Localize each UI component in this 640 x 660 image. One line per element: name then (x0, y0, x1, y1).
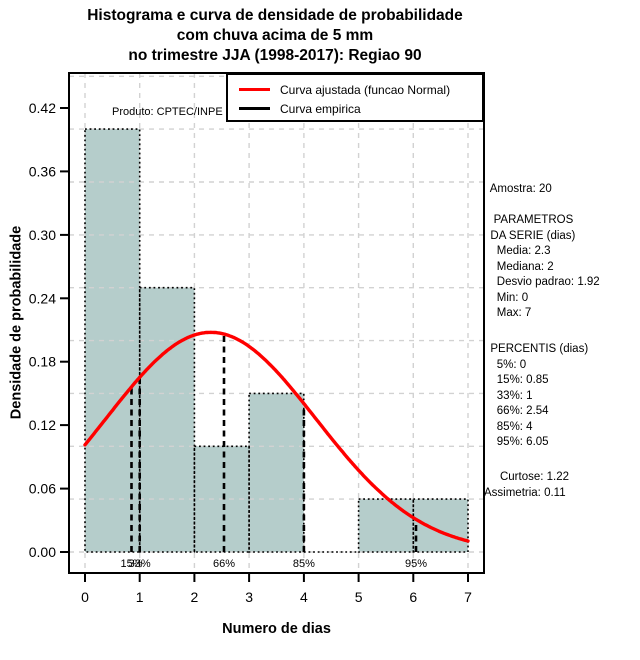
percentile-label: 95% (405, 558, 427, 570)
legend-label-fitted: Curva ajustada (funcao Normal) (280, 82, 451, 97)
legend-label-empirical: Curva empirica (280, 101, 361, 116)
y-tick-label: 0.18 (29, 354, 56, 370)
y-tick-label: 0.06 (29, 481, 56, 497)
y-tick-label: 0.24 (29, 290, 56, 306)
produto-watermark: Produto: CPTEC/INPE (112, 106, 223, 118)
y-axis-title: Densidade de probabilidade (8, 225, 25, 420)
legend: Curva ajustada (funcao Normal) Curva emp… (226, 73, 484, 122)
x-axis: 0 1 2 3 4 5 6 7 (81, 573, 472, 605)
red-line-sample-icon (239, 88, 270, 91)
legend-item-empirical-curve: Curva empirica (228, 99, 482, 118)
sample-size-text: Amostra: 20 (484, 183, 552, 195)
percentile-label: 33% (129, 558, 151, 570)
y-tick-label: 0.12 (29, 417, 56, 433)
series-parameters-text: PARAMETROS DA SERIE (dias) Media: 2.3 Me… (490, 214, 600, 319)
y-tick-label: 0.42 (29, 100, 56, 116)
title-line-1: Histograma e curva de densidade de proba… (87, 7, 463, 24)
kurtosis-skewness-text: Curtose: 1.22 Assimetria: 0.11 (484, 471, 570, 499)
percentiles-text: PERCENTIS (dias) 5%: 0 15%: 0.85 33%: 1 … (490, 343, 589, 448)
x-tick-label: 0 (81, 589, 89, 605)
x-tick-label: 2 (191, 589, 199, 605)
y-axis: 0.00 0.06 0.12 0.18 0.24 0.30 0.36 0.42 (29, 100, 69, 560)
x-axis-title: Numero de dias (222, 621, 331, 637)
black-line-sample-icon (239, 107, 270, 110)
title-line-3: no trimestre JJA (1998-2017): Regiao 90 (128, 47, 422, 64)
percentile-label: 85% (293, 558, 315, 570)
percentile-label: 15% (120, 558, 142, 570)
x-tick-label: 6 (409, 589, 417, 605)
title-line-2: com chuva acima de 5 mm (176, 27, 374, 44)
chart-title: Histograma e curva de densidade de proba… (60, 6, 490, 66)
y-tick-label: 0.30 (29, 227, 56, 243)
percentile-lines: 15%33% 66% 85% 95% (120, 334, 427, 570)
x-tick-label: 4 (300, 589, 308, 605)
x-tick-label: 5 (355, 589, 363, 605)
x-tick-label: 3 (245, 589, 253, 605)
fitted-normal-curve (83, 330, 470, 543)
legend-item-fitted-curve: Curva ajustada (funcao Normal) (228, 80, 482, 99)
x-tick-label: 7 (464, 589, 472, 605)
x-tick-label: 1 (136, 589, 144, 605)
percentile-label: 66% (213, 558, 235, 570)
y-tick-label: 0.00 (29, 544, 56, 560)
y-tick-label: 0.36 (29, 163, 56, 179)
